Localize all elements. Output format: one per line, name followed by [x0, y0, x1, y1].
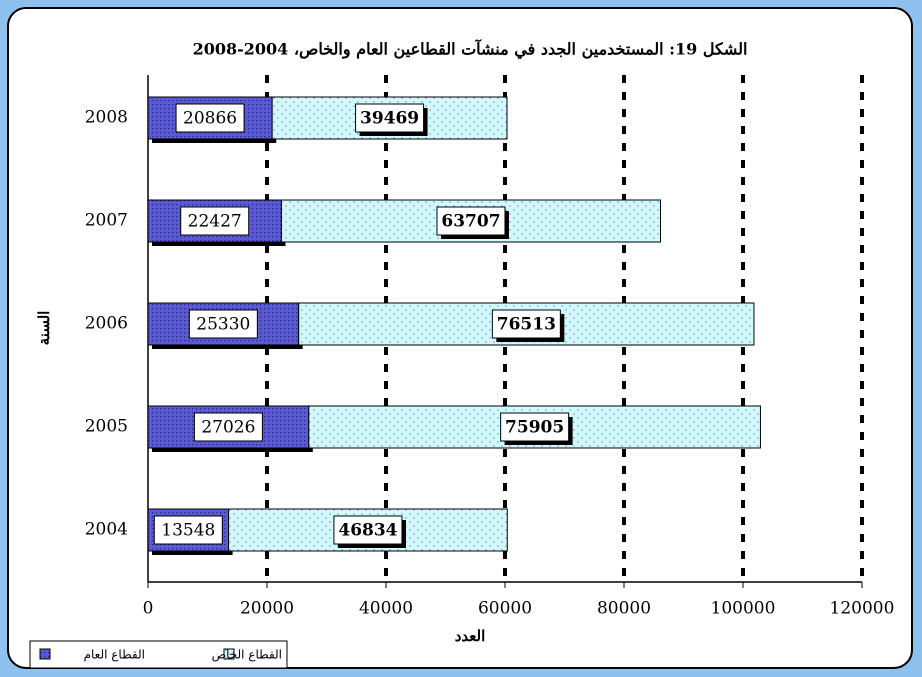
data-label: 76513: [497, 315, 556, 335]
x-tick-label: 0: [143, 599, 154, 619]
legend: [29, 640, 288, 669]
legend-label: القطاع العام: [84, 648, 145, 662]
data-label: 22427: [188, 212, 242, 232]
label-box: [153, 515, 223, 545]
legend-swatch: [39, 648, 51, 660]
y-tick-label: 2008: [85, 108, 128, 128]
bar-shadow: [152, 242, 286, 246]
y-tick-label: 2006: [85, 314, 128, 334]
x-tick-label: 80000: [597, 599, 651, 619]
data-label: 75905: [505, 418, 564, 438]
x-tick-label: 20000: [240, 599, 294, 619]
data-label: 63707: [441, 212, 500, 232]
x-tick-label: 100000: [711, 599, 776, 619]
legend-label: القطاع الخاص: [212, 648, 282, 662]
x-tick-label: 60000: [478, 599, 532, 619]
y-axis-label: السنة: [35, 311, 53, 346]
bar-shadow: [152, 448, 313, 452]
label-box: [175, 103, 245, 133]
data-label: 25330: [196, 315, 250, 335]
label-box: [180, 206, 250, 236]
y-tick-label: 2004: [85, 520, 128, 540]
bar-shadow: [152, 345, 303, 349]
data-label: 46834: [338, 521, 397, 541]
x-axis-label: العدد: [455, 627, 486, 645]
data-label: 13548: [161, 521, 215, 541]
bar-shadow: [152, 551, 233, 555]
x-tick-label: 40000: [359, 599, 413, 619]
data-label: 20866: [183, 109, 237, 129]
chart-title: الشكل 19: المستخدمين الجدد في منشآت القط…: [193, 38, 748, 60]
label-box: [188, 309, 258, 339]
label-box: [491, 309, 561, 339]
legend-swatch: [223, 648, 235, 660]
data-label: 39469: [360, 109, 419, 129]
data-label: 27026: [201, 418, 255, 438]
label-box: [500, 412, 570, 442]
label-box: [333, 515, 403, 545]
x-tick-label: 120000: [830, 599, 895, 619]
label-box: [355, 103, 425, 133]
label-box: [193, 412, 263, 442]
label-box: [436, 206, 506, 236]
bar-shadow: [152, 139, 277, 143]
y-tick-label: 2007: [85, 211, 128, 231]
y-tick-label: 2005: [85, 417, 128, 437]
